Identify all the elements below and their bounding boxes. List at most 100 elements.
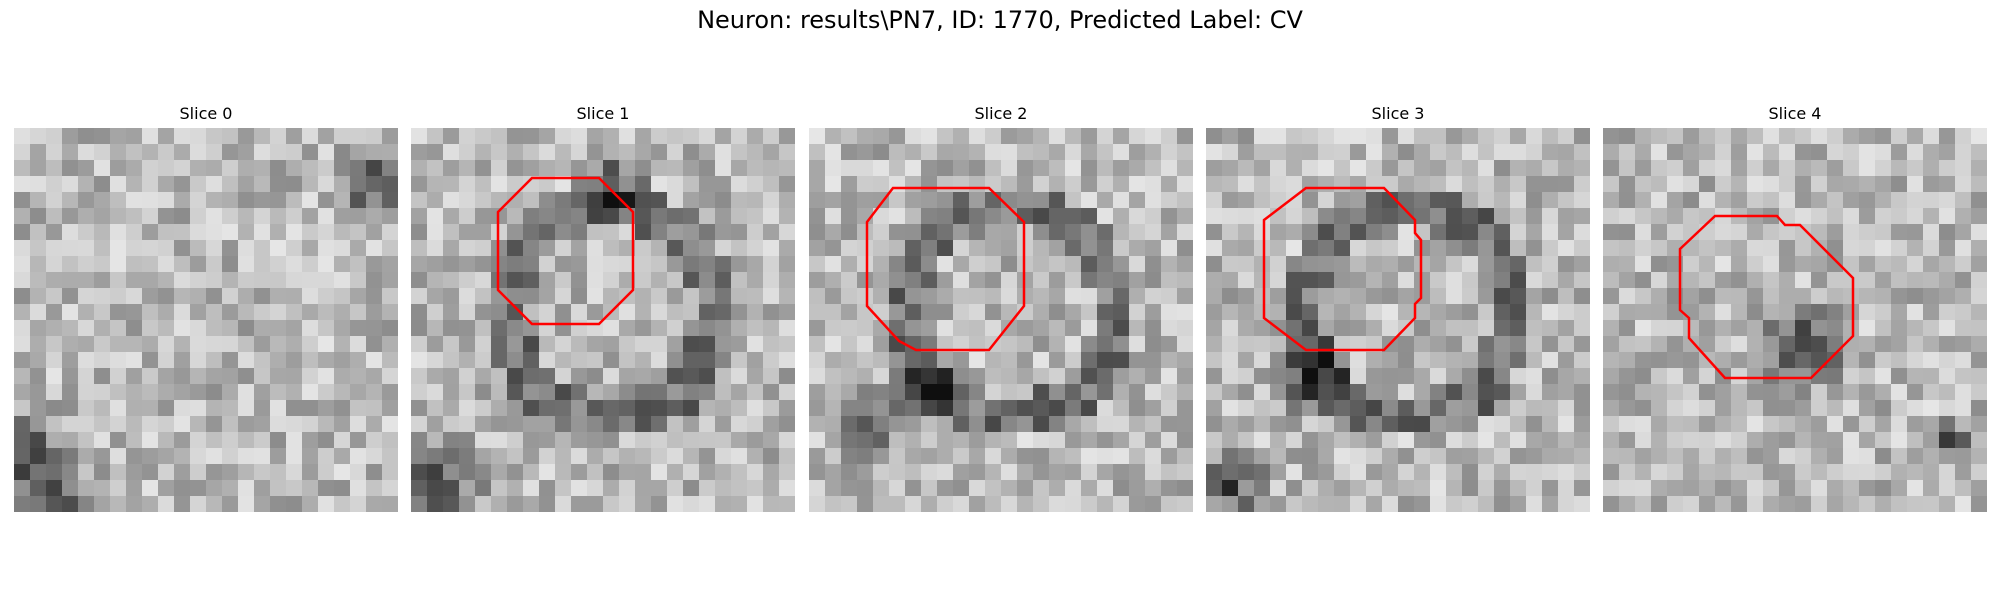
slice-title: Slice 4 xyxy=(1768,104,1822,123)
image-pixel xyxy=(635,400,651,416)
image-pixel xyxy=(334,368,350,384)
image-pixel xyxy=(1145,400,1161,416)
image-pixel xyxy=(366,144,382,160)
image-pixel xyxy=(985,448,1001,464)
image-pixel xyxy=(1238,336,1254,352)
image-pixel xyxy=(1430,272,1446,288)
image-pixel xyxy=(1129,368,1145,384)
image-pixel xyxy=(1398,400,1414,416)
image-pixel xyxy=(937,432,953,448)
image-pixel xyxy=(1270,448,1286,464)
image-pixel xyxy=(603,192,619,208)
image-pixel xyxy=(1001,160,1017,176)
image-pixel xyxy=(523,368,539,384)
image-pixel xyxy=(334,304,350,320)
image-pixel xyxy=(1145,464,1161,480)
image-pixel xyxy=(1939,448,1955,464)
image-pixel xyxy=(427,448,443,464)
image-pixel xyxy=(158,464,174,480)
image-pixel xyxy=(254,320,270,336)
image-pixel xyxy=(1843,224,1859,240)
image-pixel xyxy=(350,400,366,416)
image-pixel xyxy=(1366,336,1382,352)
image-pixel xyxy=(1827,384,1843,400)
image-pixel xyxy=(1510,256,1526,272)
image-pixel xyxy=(1113,352,1129,368)
image-pixel xyxy=(809,144,825,160)
image-pixel xyxy=(1574,288,1590,304)
image-pixel xyxy=(1651,208,1667,224)
image-pixel xyxy=(1382,208,1398,224)
image-pixel xyxy=(1667,384,1683,400)
image-pixel xyxy=(110,400,126,416)
image-pixel xyxy=(1619,336,1635,352)
image-pixel xyxy=(683,448,699,464)
image-pixel xyxy=(142,336,158,352)
image-pixel xyxy=(1923,384,1939,400)
image-pixel xyxy=(1017,496,1033,512)
image-pixel xyxy=(683,160,699,176)
image-pixel xyxy=(1081,208,1097,224)
image-pixel xyxy=(1667,224,1683,240)
image-pixel xyxy=(1254,144,1270,160)
image-pixel xyxy=(1971,448,1987,464)
image-pixel xyxy=(1001,176,1017,192)
image-pixel xyxy=(1478,128,1494,144)
image-pixel xyxy=(126,448,142,464)
image-pixel xyxy=(1795,176,1811,192)
image-pixel xyxy=(1113,256,1129,272)
image-pixel xyxy=(1715,464,1731,480)
image-pixel xyxy=(1113,416,1129,432)
image-pixel xyxy=(1254,336,1270,352)
image-pixel xyxy=(1478,480,1494,496)
image-pixel xyxy=(1446,304,1462,320)
image-pixel xyxy=(1462,272,1478,288)
image-pixel xyxy=(825,416,841,432)
image-pixel xyxy=(1049,208,1065,224)
image-pixel xyxy=(1923,400,1939,416)
image-pixel xyxy=(1494,336,1510,352)
image-pixel xyxy=(142,384,158,400)
image-pixel xyxy=(1001,272,1017,288)
image-pixel xyxy=(699,400,715,416)
image-pixel xyxy=(1222,336,1238,352)
image-pixel xyxy=(142,240,158,256)
image-pixel xyxy=(1699,240,1715,256)
image-pixel xyxy=(715,144,731,160)
image-pixel xyxy=(841,144,857,160)
image-pixel xyxy=(1619,448,1635,464)
image-pixel xyxy=(779,288,795,304)
image-pixel xyxy=(110,272,126,288)
image-pixel xyxy=(174,160,190,176)
image-pixel xyxy=(1574,240,1590,256)
image-pixel xyxy=(523,240,539,256)
image-pixel xyxy=(1478,368,1494,384)
image-pixel xyxy=(62,272,78,288)
image-pixel xyxy=(1206,128,1222,144)
image-pixel xyxy=(539,208,555,224)
image-pixel xyxy=(491,416,507,432)
image-pixel xyxy=(667,432,683,448)
image-pixel xyxy=(747,448,763,464)
image-pixel xyxy=(571,272,587,288)
image-pixel xyxy=(459,160,475,176)
image-pixel xyxy=(1542,256,1558,272)
image-pixel xyxy=(1907,448,1923,464)
image-pixel xyxy=(1827,336,1843,352)
image-pixel xyxy=(443,128,459,144)
image-pixel xyxy=(985,192,1001,208)
image-pixel xyxy=(1145,256,1161,272)
image-pixel xyxy=(1097,288,1113,304)
image-pixel xyxy=(1033,272,1049,288)
image-pixel xyxy=(158,320,174,336)
image-pixel xyxy=(1558,128,1574,144)
image-pixel xyxy=(1001,288,1017,304)
image-pixel xyxy=(366,400,382,416)
image-pixel xyxy=(190,352,206,368)
image-pixel xyxy=(1683,336,1699,352)
image-pixel xyxy=(1446,368,1462,384)
image-pixel xyxy=(825,400,841,416)
image-pixel xyxy=(1731,192,1747,208)
image-pixel xyxy=(302,272,318,288)
image-pixel xyxy=(1859,288,1875,304)
